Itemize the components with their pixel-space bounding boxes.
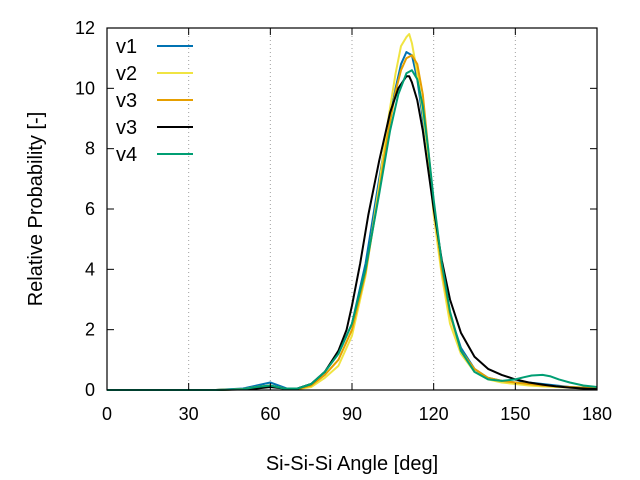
x-tick-label: 30 [179,404,199,424]
legend-label: v1 [116,36,137,58]
x-tick-label: 120 [419,404,449,424]
series-line-v1-0 [107,51,598,391]
x-tick-label: 180 [582,404,612,424]
series-line-v4-4 [107,69,598,391]
y-tick-label: 2 [85,320,95,340]
x-tick-label: 150 [500,404,530,424]
axis-ticks: 0 30 60 90 120 150 180 0 2 4 6 8 10 12 [75,18,612,424]
legend-label: v2 [116,63,137,85]
x-tick-label: 90 [342,404,362,424]
y-tick-label: 10 [75,78,95,98]
y-tick-label: 8 [85,139,95,159]
y-tick-label: 12 [75,18,95,38]
legend-label: v4 [116,144,137,166]
legend: v1 v2 v3 v3 v4 [116,36,193,166]
x-tick-label: 60 [260,404,280,424]
y-tick-label: 0 [85,380,95,400]
y-axis-title: Relative Probability [-] [25,112,47,307]
legend-label: v3 [116,117,137,139]
x-tick-label: 0 [102,404,112,424]
series-lines [107,33,598,391]
x-axis-title: Si-Si-Si Angle [deg] [266,453,438,475]
legend-label: v3 [116,90,137,112]
y-tick-label: 4 [85,259,95,279]
series-line-v3-3 [107,75,598,391]
y-tick-label: 6 [85,199,95,219]
series-line-v3-2 [107,54,598,391]
